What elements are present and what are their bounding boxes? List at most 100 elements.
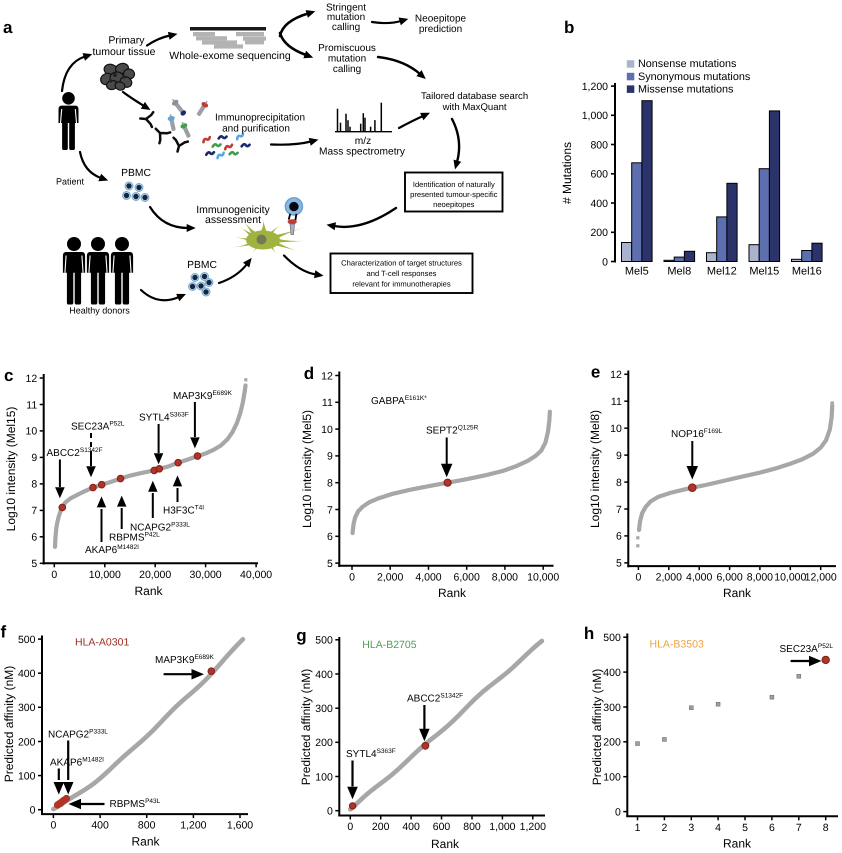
svg-text:500: 500 — [18, 634, 36, 646]
svg-text:b: b — [564, 18, 574, 37]
svg-text:400: 400 — [402, 821, 420, 833]
svg-text:8,000: 8,000 — [492, 571, 518, 583]
svg-text:10,000: 10,000 — [527, 571, 559, 583]
svg-text:4,000: 4,000 — [415, 571, 441, 583]
svg-text:800: 800 — [590, 139, 608, 151]
svg-text:6: 6 — [31, 532, 37, 544]
svg-text:m/z: m/z — [355, 136, 371, 147]
svg-text:5: 5 — [742, 822, 748, 834]
svg-text:Missense mutations: Missense mutations — [638, 83, 734, 95]
svg-text:10,000: 10,000 — [89, 569, 121, 581]
svg-text:Healthy donors: Healthy donors — [69, 306, 130, 316]
svg-text:# Mutations: # Mutations — [560, 142, 574, 204]
svg-text:and T-cell responses: and T-cell responses — [367, 269, 437, 278]
svg-text:0: 0 — [50, 820, 56, 832]
svg-text:6: 6 — [769, 822, 775, 834]
svg-text:200: 200 — [18, 736, 36, 748]
svg-text:500: 500 — [315, 635, 333, 647]
svg-text:200: 200 — [315, 737, 333, 749]
svg-text:40,000: 40,000 — [240, 569, 272, 581]
svg-text:4,000: 4,000 — [686, 572, 712, 584]
svg-text:Mel8: Mel8 — [667, 266, 691, 278]
svg-text:0: 0 — [347, 821, 353, 833]
svg-text:with MaxQuant: with MaxQuant — [442, 102, 507, 113]
svg-text:Rank: Rank — [723, 837, 752, 851]
svg-text:Log10 intensity (Mel5): Log10 intensity (Mel5) — [300, 410, 314, 528]
svg-text:200: 200 — [372, 821, 390, 833]
svg-text:g: g — [296, 626, 306, 645]
svg-text:1,200: 1,200 — [582, 81, 608, 93]
svg-text:Mel15: Mel15 — [749, 266, 779, 278]
svg-text:Rank: Rank — [131, 835, 160, 849]
svg-text:10: 10 — [610, 423, 622, 435]
svg-text:12: 12 — [26, 373, 38, 385]
svg-text:6,000: 6,000 — [454, 571, 480, 583]
svg-text:calling: calling — [333, 64, 361, 75]
svg-text:Rank: Rank — [134, 584, 163, 598]
svg-text:Log10 intensity (Mel15): Log10 intensity (Mel15) — [4, 407, 18, 532]
svg-text:600: 600 — [590, 169, 608, 181]
svg-text:100: 100 — [315, 771, 333, 783]
svg-text:prediction: prediction — [419, 24, 462, 35]
svg-text:7: 7 — [327, 504, 333, 516]
svg-text:Predicted affinity (nM): Predicted affinity (nM) — [2, 666, 16, 783]
svg-text:20,000: 20,000 — [139, 569, 171, 581]
svg-text:Mel12: Mel12 — [707, 266, 737, 278]
svg-text:100: 100 — [603, 772, 621, 784]
svg-text:Whole-exome sequencing: Whole-exome sequencing — [169, 50, 291, 62]
svg-text:mutation: mutation — [328, 54, 366, 65]
svg-text:10: 10 — [321, 424, 333, 436]
svg-text:neoepitopes: neoepitopes — [433, 200, 475, 209]
svg-text:h: h — [584, 624, 594, 643]
svg-text:11: 11 — [26, 399, 37, 411]
svg-text:0: 0 — [51, 569, 57, 581]
svg-text:7: 7 — [31, 505, 37, 517]
svg-text:Immunogenicity: Immunogenicity — [196, 204, 270, 216]
svg-text:300: 300 — [603, 702, 621, 714]
svg-text:Predicted affinity (nM): Predicted affinity (nM) — [299, 669, 313, 786]
svg-text:a: a — [3, 18, 13, 37]
svg-text:Rank: Rank — [438, 586, 467, 600]
svg-text:100: 100 — [18, 770, 36, 782]
svg-text:0: 0 — [30, 805, 36, 817]
svg-text:7: 7 — [616, 504, 622, 516]
svg-text:400: 400 — [590, 198, 608, 210]
svg-text:1,000: 1,000 — [582, 110, 608, 122]
svg-text:11: 11 — [611, 396, 622, 408]
svg-text:400: 400 — [18, 668, 36, 680]
svg-text:1,600: 1,600 — [227, 820, 253, 832]
svg-text:9: 9 — [327, 451, 333, 463]
svg-text:5: 5 — [31, 558, 37, 570]
svg-text:12,000: 12,000 — [805, 572, 837, 584]
svg-text:6,000: 6,000 — [716, 572, 742, 584]
svg-text:Primary: Primary — [108, 35, 145, 47]
svg-text:Rank: Rank — [723, 586, 752, 600]
svg-text:Mass spectrometry: Mass spectrometry — [319, 147, 406, 158]
svg-text:PBMC: PBMC — [187, 260, 217, 271]
svg-text:10,000: 10,000 — [774, 572, 806, 584]
svg-text:0: 0 — [615, 806, 621, 818]
svg-text:1: 1 — [635, 822, 641, 834]
svg-text:30,000: 30,000 — [190, 569, 222, 581]
svg-text:relevant for immunotherapies: relevant for immunotherapies — [352, 279, 451, 288]
svg-text:400: 400 — [315, 669, 333, 681]
svg-text:0: 0 — [349, 571, 355, 583]
svg-text:Synonymous mutations: Synonymous mutations — [638, 71, 751, 83]
svg-text:9: 9 — [31, 452, 37, 464]
svg-text:Mel16: Mel16 — [792, 266, 822, 278]
svg-text:6: 6 — [327, 531, 333, 543]
svg-text:e: e — [591, 362, 600, 381]
svg-text:Rank: Rank — [431, 837, 460, 851]
svg-text:1,000: 1,000 — [489, 821, 515, 833]
svg-text:10: 10 — [26, 426, 38, 438]
svg-text:600: 600 — [433, 821, 451, 833]
svg-text:d: d — [304, 364, 314, 383]
svg-text:6: 6 — [616, 531, 622, 543]
svg-text:400: 400 — [91, 820, 109, 832]
svg-text:Promiscuous: Promiscuous — [318, 43, 376, 54]
svg-text:3: 3 — [688, 822, 694, 834]
svg-text:200: 200 — [603, 737, 621, 749]
svg-text:0: 0 — [602, 256, 608, 268]
svg-text:Nonsense mutations: Nonsense mutations — [638, 58, 737, 70]
svg-text:2,000: 2,000 — [656, 572, 682, 584]
